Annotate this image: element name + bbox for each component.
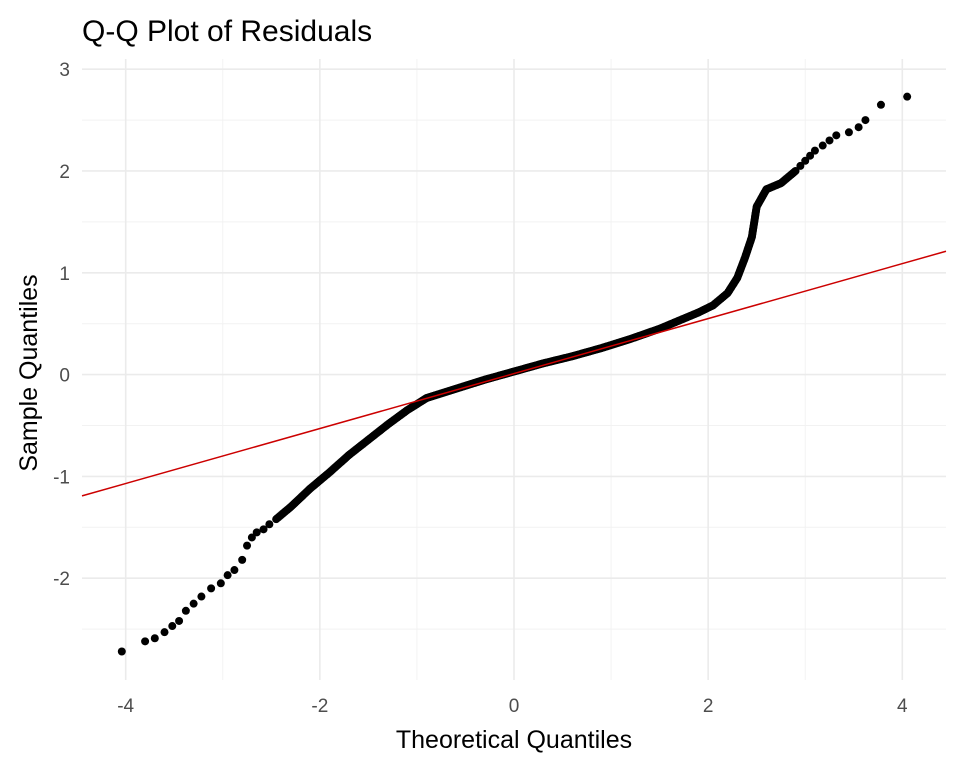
y-tick-label: -1: [53, 467, 70, 488]
data-point: [247, 533, 256, 542]
data-point: [791, 166, 800, 175]
data-point: [796, 161, 805, 170]
data-point: [265, 520, 274, 529]
y-tick-label: 2: [59, 162, 70, 183]
data-point: [181, 606, 190, 615]
x-tick-label: 2: [703, 696, 714, 717]
data-point: [844, 128, 853, 137]
x-tick-label: -2: [311, 696, 328, 717]
data-point: [223, 571, 232, 580]
data-point: [876, 100, 885, 109]
data-point: [216, 579, 225, 588]
data-point: [259, 525, 268, 534]
data-point: [207, 584, 216, 593]
reference-line: [81, 250, 947, 497]
data-point: [810, 146, 819, 155]
tick-labels-layer: -4 -2 0 2 4 -2 -1 0 1 2 3: [53, 60, 908, 717]
data-point: [825, 136, 834, 145]
data-point: [150, 634, 159, 643]
data-point: [197, 592, 206, 601]
x-axis-title: Theoretical Quantiles: [396, 726, 632, 754]
data-point: [818, 141, 827, 150]
data-point: [175, 616, 184, 625]
chart-title: Q-Q Plot of Residuals: [82, 15, 372, 48]
data-point: [832, 131, 841, 140]
data-point: [168, 622, 177, 631]
data-point: [861, 116, 870, 125]
reference-line-layer: [81, 250, 947, 497]
data-point: [141, 637, 150, 646]
data-point: [806, 151, 815, 160]
x-tick-label: -4: [117, 696, 134, 717]
data-point: [801, 156, 810, 165]
data-point: [189, 599, 198, 608]
data-point: [238, 555, 247, 564]
y-tick-label: 0: [59, 366, 70, 387]
y-tick-label: 3: [59, 60, 70, 81]
y-axis-title: Sample Quantiles: [15, 274, 43, 471]
y-tick-label: 1: [59, 264, 70, 285]
y-tick-label: -2: [53, 569, 70, 590]
data-point: [230, 566, 239, 575]
data-point: [854, 123, 863, 132]
x-tick-label: 0: [509, 696, 520, 717]
data-point: [903, 92, 912, 101]
data-point: [117, 647, 126, 656]
data-point: [252, 528, 261, 537]
data-point: [160, 628, 169, 637]
x-tick-label: 4: [897, 696, 908, 717]
data-point: [243, 541, 252, 550]
